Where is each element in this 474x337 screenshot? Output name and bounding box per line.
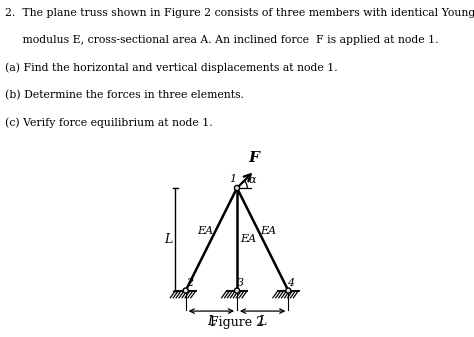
- Text: L: L: [207, 315, 216, 328]
- Text: L: L: [258, 315, 267, 328]
- Text: 3: 3: [237, 278, 244, 288]
- Text: (b) Determine the forces in three elements.: (b) Determine the forces in three elemen…: [5, 90, 244, 101]
- Circle shape: [183, 288, 188, 293]
- Text: modulus E, cross-sectional area A. An inclined force  F is applied at node 1.: modulus E, cross-sectional area A. An in…: [5, 35, 438, 45]
- Text: 4: 4: [287, 278, 294, 288]
- Text: (a) Find the horizontal and vertical displacements at node 1.: (a) Find the horizontal and vertical dis…: [5, 63, 337, 73]
- Text: EA: EA: [260, 226, 276, 236]
- Text: 2: 2: [186, 278, 193, 288]
- Text: L: L: [164, 233, 173, 246]
- Circle shape: [286, 288, 291, 293]
- Circle shape: [235, 288, 239, 293]
- Text: EA: EA: [241, 234, 257, 244]
- Text: 1: 1: [229, 175, 237, 184]
- Text: F: F: [248, 151, 259, 165]
- Text: 2.  The plane truss shown in Figure 2 consists of three members with identical Y: 2. The plane truss shown in Figure 2 con…: [5, 8, 474, 18]
- Circle shape: [235, 185, 239, 190]
- Text: Figure 2: Figure 2: [210, 315, 264, 329]
- Text: EA: EA: [197, 226, 213, 236]
- Text: (c) Verify force equilibrium at node 1.: (c) Verify force equilibrium at node 1.: [5, 118, 212, 128]
- Text: α: α: [248, 175, 256, 185]
